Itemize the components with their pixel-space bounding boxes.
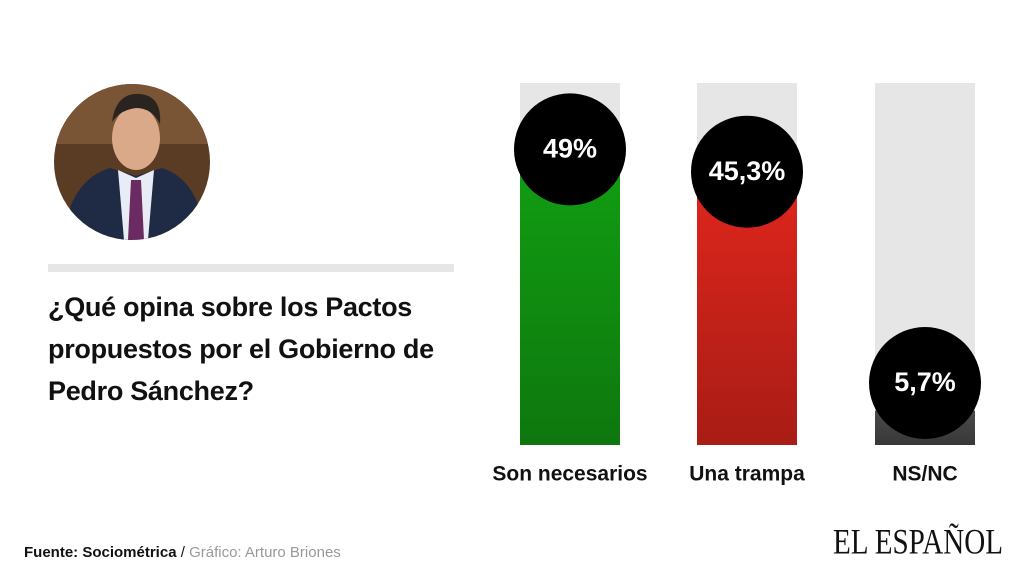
source: Fuente: Sociométrica (24, 544, 177, 561)
value-badge (869, 327, 981, 439)
category-label: NS/NC (892, 463, 957, 486)
category-label: Son necesarios (492, 463, 647, 486)
chart-title: ¿Qué opina sobre los Pactos propuestos p… (48, 292, 434, 406)
category-label: Una trampa (689, 463, 805, 486)
value-label: 45,3% (709, 156, 786, 186)
value-label: 5,7% (894, 367, 956, 397)
source-line: Fuente: Sociométrica / Gráfico: Arturo B… (24, 544, 341, 561)
photo (54, 84, 210, 240)
value-label: 49% (543, 133, 597, 163)
value-badge (514, 93, 626, 206)
value-badge (691, 115, 803, 228)
credit: Gráfico: Arturo Briones (189, 544, 341, 561)
divider (48, 264, 454, 272)
brand-logo: EL ESPAÑOL (833, 521, 1003, 561)
separator: / (180, 544, 185, 561)
